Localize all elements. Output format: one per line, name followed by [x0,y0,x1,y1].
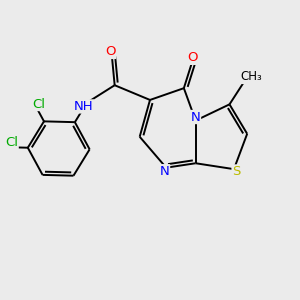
Text: O: O [105,45,116,58]
Text: NH: NH [74,100,94,113]
Text: N: N [160,165,169,178]
Text: S: S [232,165,241,178]
Text: Cl: Cl [32,98,45,110]
Text: N: N [191,110,200,124]
Text: CH₃: CH₃ [240,70,262,83]
Text: O: O [188,51,198,64]
Text: Cl: Cl [5,136,18,149]
